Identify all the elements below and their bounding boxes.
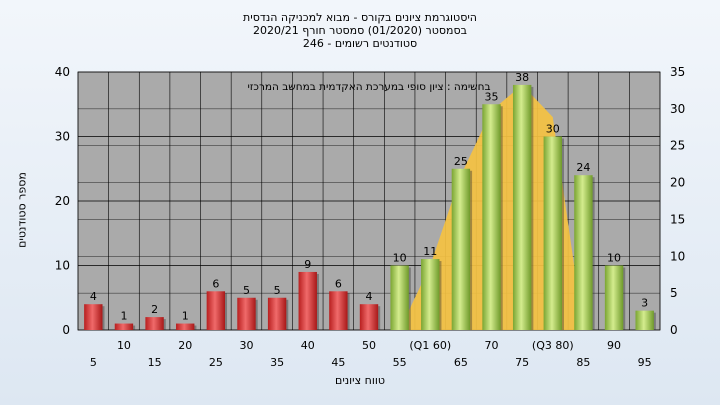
- x-tick-10: 55: [393, 356, 407, 369]
- bar-15: [543, 136, 562, 330]
- y-tick-right-6: 30: [670, 102, 685, 116]
- bar-11: [421, 259, 440, 330]
- x-tick-2: 15: [148, 356, 162, 369]
- x-tick-11: (Q1 60): [409, 339, 451, 352]
- y-tick-right-0: 0: [670, 323, 678, 337]
- x-tick-1: 10: [117, 339, 131, 352]
- bar-value-label-15: 30: [546, 123, 560, 136]
- x-tick-17: 90: [607, 339, 621, 352]
- y-tick-right-3: 15: [670, 212, 685, 226]
- x-tick-15: (Q3 80): [532, 339, 574, 352]
- bar-value-label-18: 3: [641, 297, 648, 310]
- bar-4: [206, 291, 226, 330]
- x-tick-3: 20: [178, 339, 192, 352]
- x-tick-14: 75: [515, 356, 529, 369]
- x-tick-0: 5: [90, 356, 97, 369]
- bar-value-label-11: 11: [423, 245, 437, 258]
- bar-12: [451, 168, 471, 330]
- bar-1: [114, 323, 134, 330]
- y-tick-right-5: 25: [670, 139, 685, 153]
- bar-3: [176, 323, 195, 330]
- x-tick-9: 50: [362, 339, 376, 352]
- bar-value-label-3: 1: [182, 310, 189, 323]
- x-tick-16: 85: [576, 356, 590, 369]
- x-tick-13: 70: [485, 339, 499, 352]
- x-tick-18: 95: [638, 356, 652, 369]
- bar-9: [359, 304, 379, 330]
- x-tick-7: 40: [301, 339, 315, 352]
- bar-18: [635, 310, 654, 330]
- bar-14: [512, 84, 532, 331]
- y-tick-left-3: 30: [55, 130, 70, 144]
- bar-value-label-14: 38: [515, 71, 529, 84]
- chart-title-line-1: היסטוגרמת ציונים בקורס - מבוא למכניקה הנ…: [243, 11, 477, 24]
- y-tick-left-0: 0: [62, 323, 70, 337]
- x-tick-8: 45: [331, 356, 345, 369]
- y-tick-right-4: 20: [670, 176, 685, 190]
- bar-5: [237, 297, 256, 330]
- bar-value-label-0: 4: [90, 290, 97, 303]
- bar-7: [298, 271, 317, 330]
- bar-value-label-17: 10: [607, 252, 621, 265]
- bar-8: [329, 291, 348, 330]
- bar-value-label-13: 35: [485, 90, 499, 103]
- chart-title-line-3: סטודנטים רשומים - 246: [302, 37, 418, 50]
- bar-value-label-12: 25: [454, 155, 468, 168]
- x-tick-12: 65: [454, 356, 468, 369]
- x-tick-5: 30: [239, 339, 253, 352]
- bar-17: [604, 265, 624, 330]
- bar-value-label-10: 10: [393, 252, 407, 265]
- bar-value-label-4: 6: [212, 277, 219, 290]
- bar-value-label-6: 5: [274, 284, 281, 297]
- bar-value-label-9: 4: [366, 290, 373, 303]
- y-tick-right-2: 10: [670, 249, 685, 263]
- bar-2: [145, 317, 164, 330]
- bar-value-label-16: 24: [576, 161, 590, 174]
- bar-value-label-2: 2: [151, 303, 158, 316]
- chart-annotation: בחשימה : ציון סופי במערכת האקדמית במחשב …: [247, 81, 490, 93]
- y-tick-left-2: 20: [55, 194, 70, 208]
- bar-6: [267, 297, 287, 330]
- y-axis-label: מספר סטודנטים: [15, 172, 29, 248]
- chart-title-line-2: בסמסטר (01/2020) סמסטר חורף 2020/21: [253, 24, 467, 37]
- y-tick-left-4: 40: [55, 65, 70, 79]
- bar-value-label-5: 5: [243, 284, 250, 297]
- x-tick-6: 35: [270, 356, 284, 369]
- x-tick-4: 25: [209, 356, 223, 369]
- bar-0: [84, 304, 103, 330]
- bar-13: [482, 104, 501, 330]
- bar-value-label-8: 6: [335, 277, 342, 290]
- bar-value-label-7: 9: [304, 258, 311, 271]
- bar-value-label-1: 1: [120, 310, 127, 323]
- y-tick-left-1: 10: [55, 259, 70, 273]
- y-tick-right-7: 35: [670, 65, 685, 79]
- x-axis-label: טווח ציונים: [335, 374, 385, 387]
- bar-16: [574, 175, 593, 330]
- y-tick-right-1: 5: [670, 286, 678, 300]
- bar-10: [390, 265, 409, 330]
